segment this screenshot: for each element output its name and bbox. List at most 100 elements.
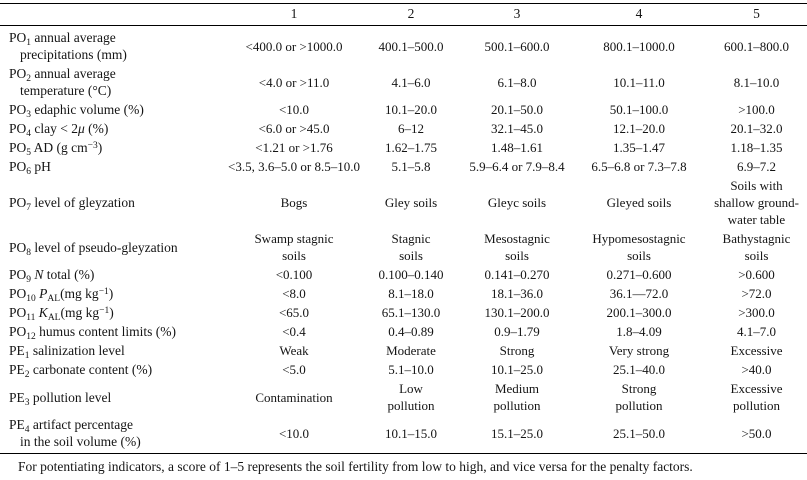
score-cell: <8.0 (282, 286, 306, 301)
score-cell: Low pollution (387, 381, 435, 413)
header-score-1: 1 (228, 3, 360, 26)
table-row-po1: PO1 annual average precipitations (mm) <… (0, 26, 807, 65)
score-cell: >40.0 (741, 362, 772, 377)
indicator-label: PO11 KAL(mg kg−1) (9, 305, 114, 323)
score-cell: >0.600 (738, 267, 775, 282)
score-cell: 5.1–10.0 (388, 362, 434, 377)
header-empty-cell (0, 3, 228, 26)
score-cell: 4.1–6.0 (391, 74, 431, 90)
indicator-label: PO2 annual average temperature (°C) (9, 66, 116, 98)
score-cell: 500.1–600.0 (484, 38, 550, 54)
score-cell: Moderate (386, 343, 436, 358)
score-cell: 1.18–1.35 (730, 140, 783, 155)
indicator-label: PO7 level of gleyzation (9, 195, 135, 213)
score-cell: 25.1–50.0 (572, 415, 706, 454)
score-cell: 800.1–1000.0 (603, 38, 675, 54)
score-cell: 0.4–0.89 (388, 324, 434, 339)
indicator-label: PO10 PAL(mg kg−1) (9, 286, 114, 304)
score-cell: <10.0 (228, 415, 360, 454)
score-cell: Very strong (608, 343, 670, 358)
score-cell: Mesostagnic soils (484, 231, 550, 263)
score-cell: 8.1–18.0 (388, 286, 434, 301)
table-row-pe4: PE4 artifact percentage in the soil volu… (0, 415, 807, 454)
score-cell: 6–12 (398, 121, 424, 136)
score-cell: Hypomesostagnic soils (592, 231, 686, 263)
score-cell: 20.1–50.0 (491, 102, 543, 117)
table-row-po2: PO2 annual average temperature (°C) <4.0… (0, 64, 807, 100)
score-cell: 12.1–20.0 (613, 121, 665, 136)
score-cell: 5.9–6.4 or 7.9–8.4 (469, 159, 565, 174)
header-score-3: 3 (462, 3, 572, 26)
indicator-label: PE3 pollution level (9, 389, 112, 408)
score-cell: 1.48–1.61 (491, 140, 543, 155)
score-cell: 8.1–10.0 (733, 74, 780, 90)
indicator-label: PE1 salinization level (9, 343, 125, 361)
score-cell: 0.100–0.140 (378, 267, 444, 282)
table-row-pe2: PE2 carbonate content (%) <5.0 5.1–10.0 … (0, 360, 807, 380)
score-cell: 200.1–300.0 (606, 305, 672, 320)
score-cell: Swamp stagnic soils (254, 231, 334, 263)
score-cell: Strong (499, 343, 535, 358)
score-cell: Soils with shallow ground- water table (714, 178, 799, 227)
score-cell: 4.1–7.0 (737, 324, 776, 339)
score-cell: <0.100 (275, 267, 313, 282)
paper-table-page: 1 2 3 4 5 PO1 annual average precipitati… (0, 3, 807, 475)
score-cell: 10.1–20.0 (385, 102, 437, 117)
score-cell: 400.1–500.0 (378, 38, 444, 54)
table-footnote: For potentiating indicators, a score of … (18, 459, 693, 474)
score-cell: >72.0 (741, 286, 772, 301)
score-cell: 1.8–4.09 (616, 324, 662, 339)
score-cell: 15.1–25.0 (462, 415, 572, 454)
table-row-pe1: PE1 salinization level Weak Moderate Str… (0, 341, 807, 361)
table-row-po10: PO10 PAL(mg kg−1) <8.0 8.1–18.0 18.1–36.… (0, 284, 807, 304)
indicator-label: PO8 level of pseudo-gleyzation (9, 239, 178, 258)
score-cell: 0.271–0.600 (606, 267, 672, 282)
score-cell: 10.1–25.0 (491, 362, 543, 377)
score-cell: <10.0 (278, 102, 310, 117)
score-cell: 10.1–11.0 (613, 74, 665, 90)
score-cell: 0.9–1.79 (494, 324, 540, 339)
score-cell: 18.1–36.0 (491, 286, 543, 301)
table-row-po9: PO9 N total (%) <0.100 0.100–0.140 0.141… (0, 265, 807, 285)
score-cell: 1.62–1.75 (385, 140, 437, 155)
score-cell: 130.1–200.0 (484, 305, 550, 320)
score-cell: <3.5, 3.6–5.0 or 8.5–10.0 (228, 159, 360, 174)
score-cell: Gley soils (384, 195, 438, 210)
score-cell: <6.0 or >45.0 (258, 121, 330, 136)
score-cell: Bogs (280, 195, 308, 210)
table-row-po3: PO3 edaphic volume (%) <10.0 10.1–20.0 2… (0, 100, 807, 120)
header-row: 1 2 3 4 5 (0, 3, 807, 26)
header-score-4: 4 (572, 3, 706, 26)
score-cell: 600.1–800.0 (724, 38, 789, 54)
table-row-po12: PO12 humus content limits (%) <0.4 0.4–0… (0, 322, 807, 342)
score-cell: 36.1—72.0 (609, 286, 669, 301)
score-cell: <0.4 (282, 324, 306, 339)
score-cell: Weak (279, 343, 309, 358)
score-cell: Gleyed soils (606, 195, 672, 210)
score-cell: 20.1–32.0 (730, 121, 783, 136)
table-row-pe3: PE3 pollution level Contamination Low po… (0, 379, 807, 415)
score-cell: Bathystagnic soils (722, 231, 791, 263)
indicator-label: PO6 pH (9, 159, 51, 177)
table-row-po6: PO6 pH <3.5, 3.6–5.0 or 8.5–10.0 5.1–5.8… (0, 157, 807, 177)
table-row-po7: PO7 level of gleyzation Bogs Gley soils … (0, 176, 807, 229)
score-cell: 32.1–45.0 (491, 121, 543, 136)
score-cell: >300.0 (738, 305, 775, 320)
header-score-2: 2 (360, 3, 462, 26)
score-cell: <4.0 or >11.0 (258, 74, 330, 90)
indicator-label: PO4 clay < 2μ (%) (9, 121, 109, 139)
score-cell: >50.0 (706, 415, 807, 454)
score-cell: 5.1–5.8 (391, 159, 431, 174)
score-cell: <65.0 (278, 305, 310, 320)
score-cell: 25.1–40.0 (613, 362, 665, 377)
score-cell: Excessive pollution (730, 381, 783, 413)
table-row-po11: PO11 KAL(mg kg−1) <65.0 65.1–130.0 130.1… (0, 303, 807, 323)
score-cell: 50.1–100.0 (609, 102, 669, 117)
indicator-label: PO3 edaphic volume (%) (9, 102, 144, 120)
score-cell: <400.0 or >1000.0 (245, 38, 343, 54)
score-cell: 1.35–1.47 (613, 140, 665, 155)
score-cell: 10.1–15.0 (360, 415, 462, 454)
score-cell: Contamination (255, 389, 333, 405)
indicator-label: PO12 humus content limits (%) (9, 324, 176, 342)
score-cell: Excessive (730, 343, 783, 358)
